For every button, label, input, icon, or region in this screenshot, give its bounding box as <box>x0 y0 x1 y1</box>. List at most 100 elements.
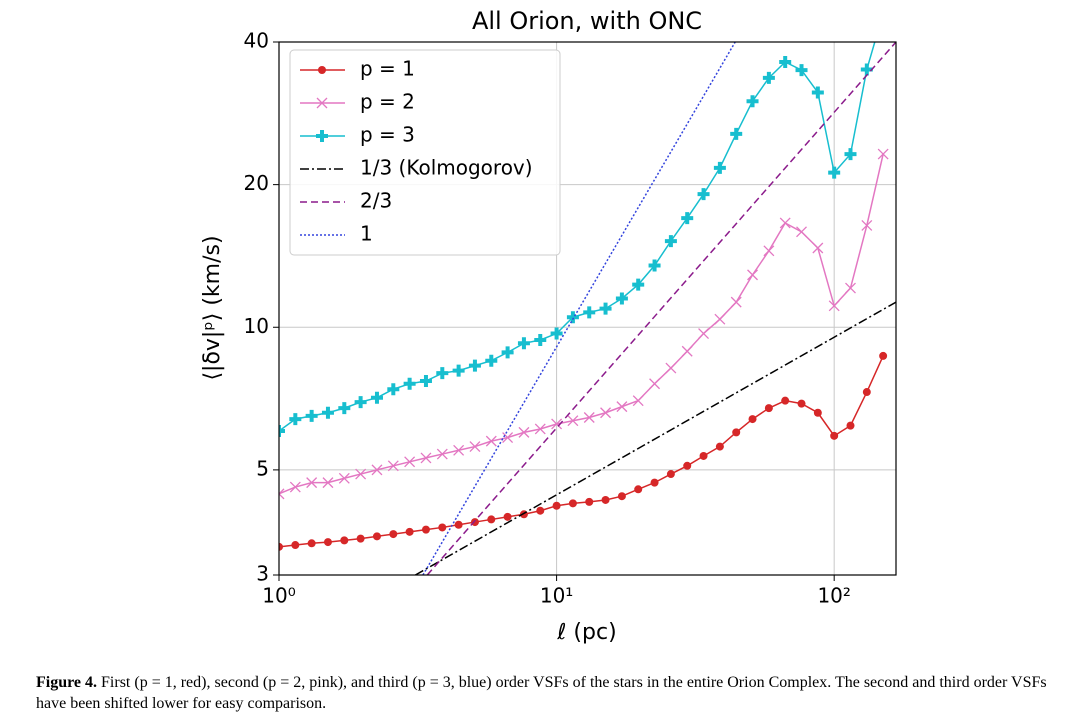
marker <box>338 402 351 415</box>
marker <box>601 495 610 504</box>
marker <box>828 166 841 179</box>
marker <box>762 71 775 84</box>
marker <box>828 300 840 312</box>
chart: All Orion, with ONC ℓ (pc) ⟨|δv|ᵖ⟩ (km/s… <box>200 7 897 645</box>
marker <box>846 421 855 430</box>
legend-box <box>289 49 561 256</box>
marker <box>387 460 399 472</box>
marker <box>372 532 381 541</box>
x-tick-label: 10⁰ <box>262 584 295 608</box>
marker <box>305 409 318 422</box>
legend-label: p = 3 <box>360 123 415 147</box>
marker <box>566 311 579 324</box>
series-line <box>415 301 896 575</box>
marker <box>845 282 856 294</box>
marker <box>487 515 496 524</box>
axes-frame <box>278 41 897 576</box>
marker <box>354 396 367 409</box>
marker <box>502 432 514 444</box>
marker <box>316 97 328 109</box>
caption-label: Figure 4. <box>36 674 98 691</box>
y-tick-label: 20 <box>244 171 269 195</box>
marker <box>436 448 448 460</box>
y-tick-label: 40 <box>244 29 269 53</box>
series-line <box>422 42 736 575</box>
marker <box>617 492 626 501</box>
marker <box>796 226 807 238</box>
y-tick-label: 10 <box>244 314 269 338</box>
marker <box>316 130 328 142</box>
marker <box>730 296 742 308</box>
x-tick-label: 10² <box>817 584 850 608</box>
marker <box>879 351 888 360</box>
marker <box>779 217 791 229</box>
marker <box>746 95 759 108</box>
plot-area <box>279 7 896 575</box>
marker <box>830 431 839 440</box>
marker <box>812 242 824 254</box>
series-line <box>426 42 896 575</box>
marker <box>779 55 792 68</box>
marker <box>279 425 285 438</box>
marker <box>715 442 724 451</box>
marker <box>387 383 400 396</box>
legend-label: 1 <box>360 222 373 246</box>
marker <box>323 538 332 547</box>
marker <box>683 461 692 470</box>
marker <box>318 66 326 74</box>
marker <box>551 418 563 430</box>
legend-label: p = 2 <box>360 90 415 114</box>
marker <box>634 485 643 494</box>
marker <box>355 468 367 480</box>
marker <box>665 362 677 374</box>
marker <box>616 401 628 413</box>
marker <box>518 426 530 438</box>
marker <box>599 302 612 315</box>
marker <box>666 470 675 479</box>
marker <box>699 451 708 460</box>
marker <box>468 359 481 372</box>
marker <box>615 292 628 305</box>
marker <box>811 86 824 99</box>
legend: p = 1 p = 2 p = 3 1/3 (Kolmogorov) 2/3 1 <box>289 49 561 256</box>
legend-label: p = 1 <box>360 57 415 81</box>
marker <box>534 423 546 435</box>
legend-label: 1/3 (Kolmogorov) <box>360 156 533 180</box>
marker <box>681 345 693 357</box>
y-tick-label: 3 <box>256 562 269 586</box>
marker <box>844 148 857 161</box>
marker <box>583 306 596 319</box>
y-axis-label: ⟨|δv|ᵖ⟩ (km/s) <box>200 235 225 380</box>
marker <box>356 534 365 543</box>
marker <box>453 444 465 456</box>
marker <box>748 415 757 424</box>
marker <box>698 328 710 339</box>
marker <box>404 456 416 468</box>
marker <box>289 481 301 493</box>
marker <box>648 259 661 272</box>
marker <box>568 499 577 508</box>
marker <box>371 464 383 476</box>
marker <box>764 404 773 413</box>
marker <box>421 525 430 534</box>
axes: 3 5 10 20 40 10⁰ 10¹ 10² <box>244 29 851 608</box>
marker <box>697 188 710 201</box>
marker <box>795 64 808 77</box>
marker <box>403 377 416 390</box>
marker <box>714 313 726 325</box>
marker <box>550 327 563 340</box>
marker <box>797 399 806 408</box>
marker <box>649 378 661 390</box>
marker <box>536 506 545 515</box>
marker <box>763 245 775 257</box>
marker <box>485 435 497 447</box>
marker <box>877 7 889 19</box>
marker <box>552 501 561 510</box>
marker <box>567 415 579 427</box>
marker <box>436 367 449 380</box>
marker <box>289 413 302 426</box>
marker <box>517 337 530 350</box>
marker <box>583 412 595 423</box>
marker <box>650 478 659 487</box>
marker <box>338 472 350 484</box>
